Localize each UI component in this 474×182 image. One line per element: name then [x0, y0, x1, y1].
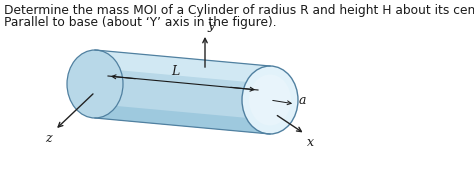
Ellipse shape — [242, 66, 298, 134]
Text: Parallel to base (about ‘Y’ axis in the figure).: Parallel to base (about ‘Y’ axis in the … — [4, 16, 277, 29]
Ellipse shape — [67, 50, 123, 118]
Text: a: a — [299, 94, 307, 106]
Polygon shape — [95, 50, 270, 100]
Text: L: L — [171, 65, 179, 78]
Polygon shape — [95, 50, 270, 134]
Text: y: y — [207, 19, 214, 32]
Polygon shape — [95, 84, 270, 134]
Text: x: x — [307, 136, 314, 149]
Polygon shape — [95, 50, 270, 84]
Text: z: z — [45, 132, 52, 145]
Polygon shape — [95, 104, 270, 134]
Text: Determine the mass MOI of a Cylinder of radius R and height H about its centroid: Determine the mass MOI of a Cylinder of … — [4, 4, 474, 17]
Ellipse shape — [249, 74, 291, 126]
